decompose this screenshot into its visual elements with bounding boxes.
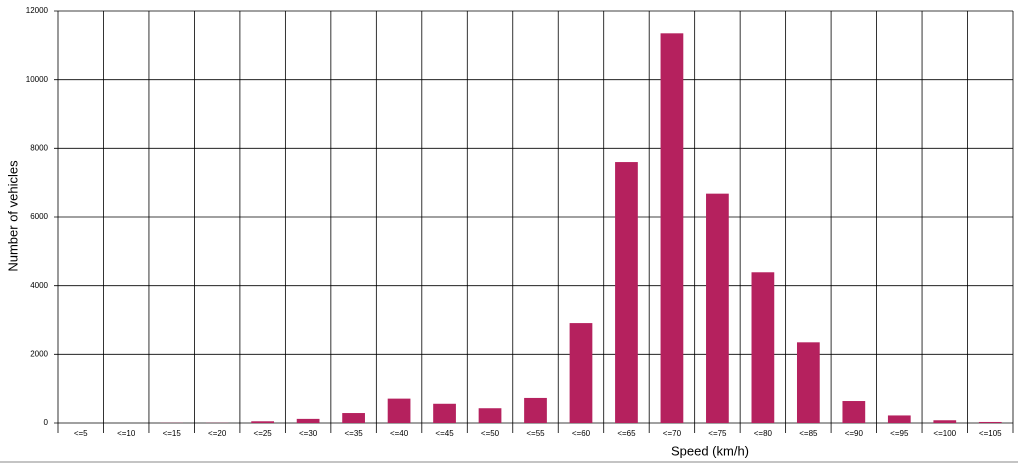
x-tick-label: <=65 [617, 429, 636, 438]
bar [842, 401, 866, 423]
y-tick-label: 2000 [30, 349, 48, 358]
x-tick-label: <=95 [890, 429, 909, 438]
x-tick-label: <=35 [344, 429, 363, 438]
x-tick-label: <=70 [663, 429, 682, 438]
y-tick-label: 10000 [26, 75, 49, 84]
bar [251, 421, 275, 423]
bar [887, 415, 911, 423]
x-tick-label: <=90 [845, 429, 864, 438]
x-tick-label: <=40 [390, 429, 409, 438]
x-tick-label: <=80 [754, 429, 773, 438]
y-tick-label: 12000 [26, 6, 49, 15]
bar [342, 413, 365, 423]
x-axis-title: Speed (km/h) [671, 443, 749, 458]
y-tick-label: 0 [44, 418, 49, 427]
x-tick-label: <=100 [933, 429, 956, 438]
y-tick-label: 6000 [30, 212, 48, 221]
bar [524, 397, 547, 423]
bar [569, 323, 593, 423]
x-tick-label: <=55 [526, 429, 545, 438]
x-tick-label: <=105 [979, 429, 1002, 438]
bar [615, 162, 638, 424]
y-tick-label: 4000 [30, 281, 48, 290]
bar [933, 420, 957, 423]
bar [296, 418, 320, 423]
y-axis-title: Number of vehicles [5, 160, 20, 272]
bar [706, 193, 729, 423]
x-tick-label: <=50 [481, 429, 500, 438]
bar [796, 342, 820, 423]
bar [660, 33, 684, 424]
x-tick-label: <=10 [117, 429, 136, 438]
bar [978, 421, 1002, 423]
bar [478, 408, 502, 423]
x-tick-label: <=15 [163, 429, 182, 438]
bar [751, 272, 775, 423]
x-tick-label: <=25 [254, 429, 273, 438]
x-tick-label: <=20 [208, 429, 227, 438]
x-tick-label: <=5 [74, 429, 88, 438]
x-tick-label: <=30 [299, 429, 318, 438]
x-tick-label: <=45 [435, 429, 454, 438]
bar [433, 403, 456, 423]
x-tick-label: <=85 [799, 429, 818, 438]
y-tick-label: 8000 [30, 143, 48, 152]
x-tick-label: <=60 [572, 429, 591, 438]
bar [387, 398, 411, 423]
x-tick-label: <=75 [708, 429, 727, 438]
